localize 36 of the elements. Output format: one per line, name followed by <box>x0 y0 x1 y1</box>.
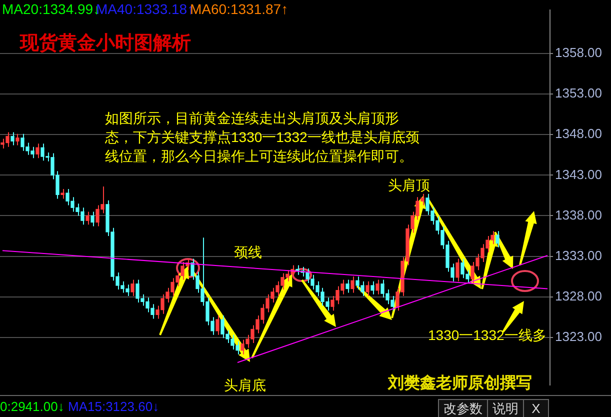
candlestick <box>496 230 500 248</box>
text: 0:2941.00↓ <box>0 398 64 415</box>
y-tick-label: 1338.00 <box>555 207 602 222</box>
text: 说明 <box>487 399 524 417</box>
candlestick <box>10 132 14 146</box>
candlestick <box>456 258 460 282</box>
annotation: 头肩底 <box>224 377 266 394</box>
y-tick-label: 1358.00 <box>555 45 602 60</box>
text: 现货黄金小时图解析 <box>20 33 191 55</box>
candlestick <box>36 143 40 159</box>
annotation: 1330一1332一线多 <box>428 327 546 344</box>
candlestick <box>90 211 94 227</box>
y-tick-label: 1348.00 <box>555 126 602 142</box>
y-tick-label: 1333.00 <box>555 248 602 263</box>
y-tick-label: 1343.00 <box>555 166 602 182</box>
candlestick <box>350 276 354 294</box>
candlestick <box>376 279 380 295</box>
candlestick <box>16 133 20 146</box>
y-tick-label: 1323.00 <box>555 328 602 344</box>
y-tick-label: 1328.00 <box>555 288 602 304</box>
candlestick <box>60 188 64 200</box>
y-tick-label: 1353.00 <box>555 86 602 101</box>
candlestick <box>86 211 90 226</box>
candlestick <box>216 314 220 336</box>
text: MA15:3123.60↓ <box>68 398 160 415</box>
candlestick <box>366 280 370 297</box>
annotation: 头肩顶 <box>388 177 430 194</box>
candlestick <box>346 279 350 294</box>
text: 改参数 <box>438 399 488 417</box>
annotation: 颈线 <box>234 244 262 261</box>
annotation: MA60:1331.87↑ <box>190 1 288 18</box>
candlestick <box>370 280 374 295</box>
candlestick <box>130 279 134 297</box>
annotation: 刘樊鑫老师原创撰写 <box>388 375 532 392</box>
annotation: 如图所示，目前黄金连续走出头肩顶及头肩顶形态，下方关键支撑点1330一1332一线也是头肩底颈线位置，那么今日操作上可连续此位置操作即可。 <box>105 109 420 166</box>
text: X <box>523 399 549 417</box>
